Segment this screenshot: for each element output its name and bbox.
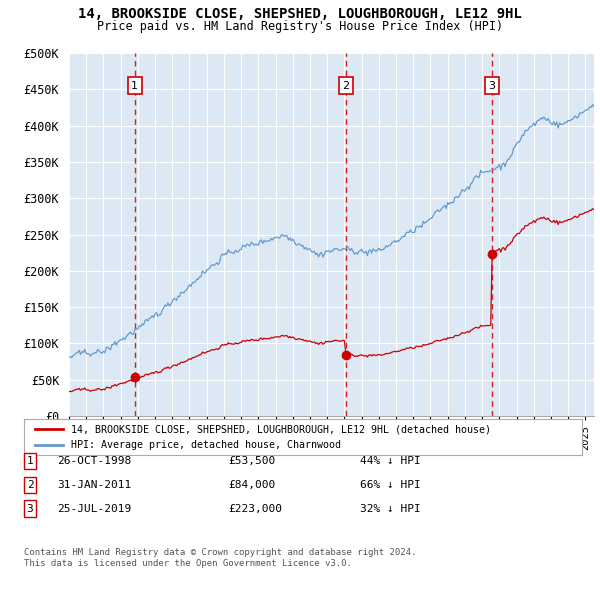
Text: £84,000: £84,000 bbox=[228, 480, 275, 490]
Text: HPI: Average price, detached house, Charnwood: HPI: Average price, detached house, Char… bbox=[71, 440, 341, 450]
Text: 2: 2 bbox=[342, 81, 349, 91]
Text: 3: 3 bbox=[26, 504, 34, 513]
Text: 1: 1 bbox=[26, 457, 34, 466]
Text: 44% ↓ HPI: 44% ↓ HPI bbox=[360, 457, 421, 466]
Text: 26-OCT-1998: 26-OCT-1998 bbox=[57, 457, 131, 466]
Text: 31-JAN-2011: 31-JAN-2011 bbox=[57, 480, 131, 490]
Text: 2: 2 bbox=[26, 480, 34, 490]
Text: 66% ↓ HPI: 66% ↓ HPI bbox=[360, 480, 421, 490]
Text: 25-JUL-2019: 25-JUL-2019 bbox=[57, 504, 131, 513]
Text: 14, BROOKSIDE CLOSE, SHEPSHED, LOUGHBOROUGH, LE12 9HL (detached house): 14, BROOKSIDE CLOSE, SHEPSHED, LOUGHBORO… bbox=[71, 424, 491, 434]
Text: £53,500: £53,500 bbox=[228, 457, 275, 466]
Text: 1: 1 bbox=[131, 81, 138, 91]
Text: £223,000: £223,000 bbox=[228, 504, 282, 513]
Text: 32% ↓ HPI: 32% ↓ HPI bbox=[360, 504, 421, 513]
Text: Contains HM Land Registry data © Crown copyright and database right 2024.: Contains HM Land Registry data © Crown c… bbox=[24, 548, 416, 556]
Text: Price paid vs. HM Land Registry's House Price Index (HPI): Price paid vs. HM Land Registry's House … bbox=[97, 20, 503, 33]
Text: 3: 3 bbox=[488, 81, 495, 91]
Text: 14, BROOKSIDE CLOSE, SHEPSHED, LOUGHBOROUGH, LE12 9HL: 14, BROOKSIDE CLOSE, SHEPSHED, LOUGHBORO… bbox=[78, 7, 522, 21]
Text: This data is licensed under the Open Government Licence v3.0.: This data is licensed under the Open Gov… bbox=[24, 559, 352, 568]
